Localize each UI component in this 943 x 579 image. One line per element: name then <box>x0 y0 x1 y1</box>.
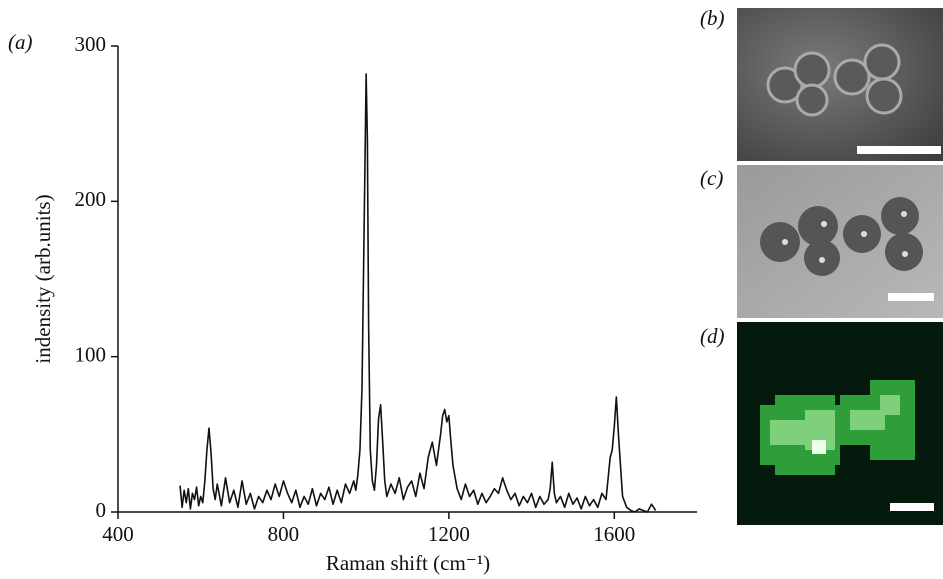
panel-label: (b) <box>700 6 725 30</box>
sem-image <box>737 8 943 161</box>
panel-label: (d) <box>700 324 725 348</box>
x-tick-label: 800 <box>268 522 300 546</box>
y-tick-label: 100 <box>75 342 107 366</box>
y-axis-label: indensity (arb.units) <box>31 194 55 363</box>
y-tick-label: 300 <box>75 32 107 56</box>
y-tick-label: 0 <box>96 498 107 522</box>
panel-label: (c) <box>700 166 723 190</box>
fluorescence-image <box>737 322 943 525</box>
panel-label: (a) <box>8 30 33 54</box>
y-tick-label: 200 <box>75 187 107 211</box>
x-axis-label: Raman shift (cm⁻¹) <box>326 551 490 575</box>
spectrum-line <box>179 73 657 513</box>
x-tick-label: 400 <box>102 522 134 546</box>
optical-image <box>737 165 943 318</box>
x-tick-label: 1200 <box>428 522 470 546</box>
x-tick-label: 1600 <box>593 522 635 546</box>
